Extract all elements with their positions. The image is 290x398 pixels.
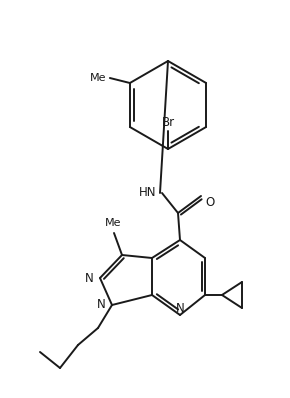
Text: O: O <box>205 195 215 209</box>
Text: N: N <box>85 271 93 285</box>
Text: Br: Br <box>162 117 175 129</box>
Text: N: N <box>97 298 105 312</box>
Text: Me: Me <box>90 73 106 83</box>
Text: Me: Me <box>105 218 121 228</box>
Text: N: N <box>176 302 184 314</box>
Text: HN: HN <box>139 187 157 199</box>
